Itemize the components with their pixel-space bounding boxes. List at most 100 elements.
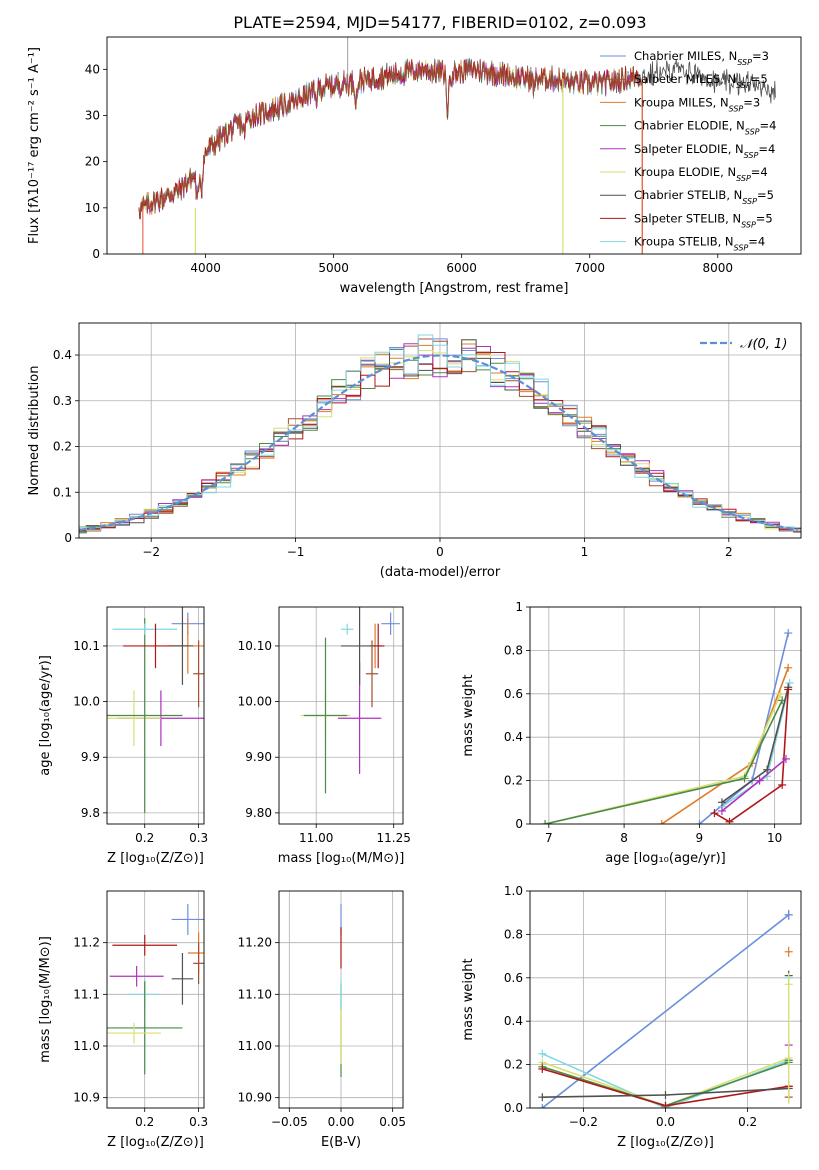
histogram-kroupa-elodie bbox=[79, 339, 801, 532]
weight-marker bbox=[538, 1093, 547, 1102]
y-tick-label: 11.2 bbox=[73, 936, 100, 950]
x-tick-label: 0.0 bbox=[656, 1115, 675, 1129]
residuals-legend: 𝒩(0, 1) bbox=[700, 337, 787, 352]
weight-marker bbox=[755, 776, 764, 785]
errorbar-point-salpeter-miles bbox=[193, 640, 204, 708]
legend-entry: Salpeter ELODIE, NSSP=4 bbox=[634, 142, 775, 160]
y-axis-label: age [log₁₀(age/yr)] bbox=[38, 655, 53, 776]
age_weight-panel: 7 8 9 10 0 0.2 0.4 0.6 0.8 1 age [log₁₀(age/yr)] ma… bbox=[461, 600, 802, 866]
y-tick-label: 11.0 bbox=[73, 1039, 100, 1053]
y-axis-label: mass weight bbox=[461, 674, 476, 756]
axes-frame bbox=[278, 606, 404, 825]
errorbar-point-kroupa-elodie bbox=[107, 1022, 161, 1044]
weight-marker bbox=[538, 1064, 547, 1073]
y-axis-label: mass [log₁₀(M/M⊙)] bbox=[38, 936, 53, 1063]
weight-marker bbox=[695, 820, 704, 824]
x-tick-label: 9 bbox=[696, 831, 704, 845]
y-tick-label: 0 bbox=[515, 817, 523, 831]
errorbar-point-chabrier-elodie bbox=[107, 981, 183, 1075]
y-axis-label: Flux [fλ10⁻¹⁷ erg cm⁻² s⁻¹ A⁻¹] bbox=[27, 47, 42, 244]
y-tick-label: 11.00 bbox=[238, 1039, 272, 1053]
y-tick-label: 0.4 bbox=[504, 1014, 523, 1028]
y-tick-label: 0.6 bbox=[504, 687, 523, 701]
x-tick-label: 8 bbox=[620, 831, 628, 845]
axes-frame bbox=[106, 890, 205, 1109]
weight-marker bbox=[740, 774, 749, 783]
x-tick-label: 0 bbox=[436, 545, 444, 559]
weight-marker bbox=[541, 820, 550, 824]
weight-marker bbox=[538, 1049, 547, 1058]
legend-entry: Chabrier STELIB, NSSP=5 bbox=[634, 188, 774, 206]
z_mass-marks bbox=[107, 903, 204, 1075]
weight-marker bbox=[776, 689, 785, 698]
normal-curve bbox=[79, 354, 799, 532]
y-tick-label: 10.10 bbox=[238, 639, 272, 653]
errorbar-point-chabrier-miles bbox=[381, 612, 400, 635]
x-tick-label: −0.05 bbox=[271, 1115, 308, 1129]
x-tick-label: 0.2 bbox=[738, 1115, 757, 1129]
y-tick-label: 40 bbox=[85, 62, 100, 76]
legend-entry: Kroupa MILES, NSSP=3 bbox=[634, 95, 760, 113]
y-axis-label: mass weight bbox=[461, 958, 476, 1040]
x-tick-label: 0.00 bbox=[328, 1115, 355, 1129]
weight-marker bbox=[785, 678, 794, 687]
weight-marker bbox=[710, 809, 719, 818]
y-tick-label: 0.6 bbox=[504, 971, 523, 985]
weight-marker bbox=[784, 685, 793, 694]
spectrum-line-salpeter-miles bbox=[138, 59, 642, 217]
x-tick-label: 6000 bbox=[446, 261, 477, 275]
weight-marker bbox=[725, 817, 734, 824]
weight-marker bbox=[763, 765, 772, 774]
weight-line-salpeter-stelib bbox=[714, 689, 789, 823]
y-tick-label: 0.8 bbox=[504, 927, 523, 941]
legend-entry: Salpeter STELIB, NSSP=5 bbox=[634, 211, 773, 229]
ebv_mass-panel: −0.05 0.00 0.05 10.90 11.00 11.10 11.20 E(B-V) bbox=[238, 890, 406, 1150]
z_age-panel: 0.2 0.3 9.8 9.9 10.0 10.1 Z [log₁₀(Z/Z⊙)] age [… bbox=[38, 606, 208, 866]
z_weight-marks bbox=[538, 909, 793, 1108]
errorbar-point-salpeter-stelib bbox=[112, 934, 178, 956]
y-tick-label: 10.90 bbox=[238, 1091, 272, 1105]
x-tick-label: 0.2 bbox=[135, 1115, 154, 1129]
x-tick-label: 7 bbox=[545, 831, 553, 845]
residuals-panel: −2 −1 0 1 2 0 0.1 0.2 0.3 0.4 (data-model)/error No… bbox=[27, 322, 802, 580]
weight-marker bbox=[784, 629, 793, 638]
x-tick-label: −0.2 bbox=[569, 1115, 598, 1129]
mass_age-panel: 11.00 11.25 9.80 9.90 10.00 10.10 mass [log₁₀(… bbox=[238, 606, 411, 866]
errorbar-point-chabrier-miles bbox=[171, 903, 204, 935]
axes-frame bbox=[78, 322, 802, 539]
spectrum-marks bbox=[138, 37, 776, 254]
errorbar-point-kroupa-elodie bbox=[107, 690, 161, 747]
y-tick-label: 11.10 bbox=[238, 987, 272, 1001]
x-tick-label: −2 bbox=[142, 545, 160, 559]
z_age-marks bbox=[107, 607, 204, 813]
x-tick-label: 4000 bbox=[190, 261, 221, 275]
y-tick-label: 9.9 bbox=[81, 750, 100, 764]
spectrum-legend: Chabrier MILES, NSSP=3 Salpeter MILES, NS… bbox=[600, 49, 776, 252]
y-tick-label: 10.00 bbox=[238, 695, 272, 709]
errorbar-point-salpeter-elodie bbox=[109, 965, 164, 987]
x-axis-label: Z [log₁₀(Z/Z⊙)] bbox=[617, 1135, 714, 1150]
y-tick-label: 0.0 bbox=[504, 1101, 523, 1115]
y-tick-label: 10.0 bbox=[73, 695, 100, 709]
x-axis-label: (data-model)/error bbox=[380, 565, 501, 580]
y-tick-label: 0.1 bbox=[53, 485, 72, 499]
weight-line-chabrier-miles bbox=[541, 914, 790, 1108]
x-tick-label: 0.3 bbox=[189, 831, 208, 845]
y-tick-label: 9.8 bbox=[81, 806, 100, 820]
y-tick-label: 9.90 bbox=[245, 750, 272, 764]
errorbar-point-chabrier-elodie bbox=[107, 618, 183, 813]
x-tick-label: 11.25 bbox=[377, 831, 411, 845]
histogram-salpeter-elodie bbox=[79, 343, 801, 531]
legend-entry: Salpeter MILES, NSSP=5 bbox=[634, 72, 768, 90]
x-axis-label: age [log₁₀(age/yr)] bbox=[605, 851, 726, 866]
y-tick-label: 30 bbox=[85, 108, 100, 122]
weight-marker bbox=[661, 1101, 670, 1108]
y-tick-label: 1.0 bbox=[504, 884, 523, 898]
y-tick-label: 0.4 bbox=[504, 730, 523, 744]
y-tick-label: 10.1 bbox=[73, 639, 100, 653]
residuals-marks bbox=[79, 334, 801, 534]
errorbar-point-chabrier-stelib bbox=[171, 953, 194, 1005]
errorbar-point-kroupa-stelib bbox=[341, 623, 354, 635]
legend-entry: 𝒩(0, 1) bbox=[740, 337, 787, 352]
figure-title: PLATE=2594, MJD=54177, FIBERID=0102, z=0… bbox=[233, 13, 646, 32]
